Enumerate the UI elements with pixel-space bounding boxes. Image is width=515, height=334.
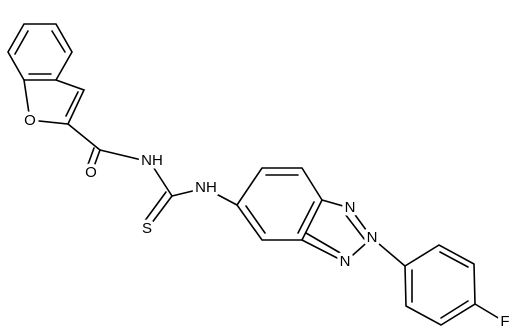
- atom-label: S: [142, 220, 152, 237]
- ring: [301, 199, 374, 263]
- atom-label: O: [85, 164, 97, 181]
- bond: [474, 303, 506, 323]
- bond: [204, 187, 238, 206]
- double-bond: [344, 213, 366, 241]
- atom-label: NH: [141, 152, 163, 169]
- atom-label: F: [500, 313, 509, 330]
- ring: [236, 167, 323, 241]
- atom-label: N: [367, 229, 378, 246]
- atom-labels: O O NH S NH N N N F: [21, 108, 513, 333]
- double-bond: [85, 147, 95, 171]
- double-bond: [51, 30, 66, 53]
- double-bond: [147, 195, 173, 229]
- double-bond: [297, 201, 315, 234]
- atom-label: O: [24, 112, 36, 129]
- bond: [67, 123, 101, 151]
- double-bond: [440, 300, 469, 319]
- atom-label: NH: [195, 179, 217, 196]
- double-bond: [14, 30, 29, 55]
- bond: [99, 149, 151, 163]
- bond: [171, 187, 206, 197]
- double-bond: [305, 232, 343, 255]
- double-bond: [245, 205, 266, 234]
- atom-label: N: [340, 253, 351, 270]
- double-bond: [65, 91, 79, 117]
- ring: [7, 23, 73, 81]
- bond: [149, 161, 173, 197]
- bonds: [7, 23, 506, 326]
- double-bond: [91, 149, 101, 173]
- double-bond: [143, 191, 167, 223]
- double-bond: [439, 251, 469, 268]
- ring: [404, 244, 476, 326]
- atom-label: N: [345, 199, 356, 216]
- bond: [371, 237, 406, 267]
